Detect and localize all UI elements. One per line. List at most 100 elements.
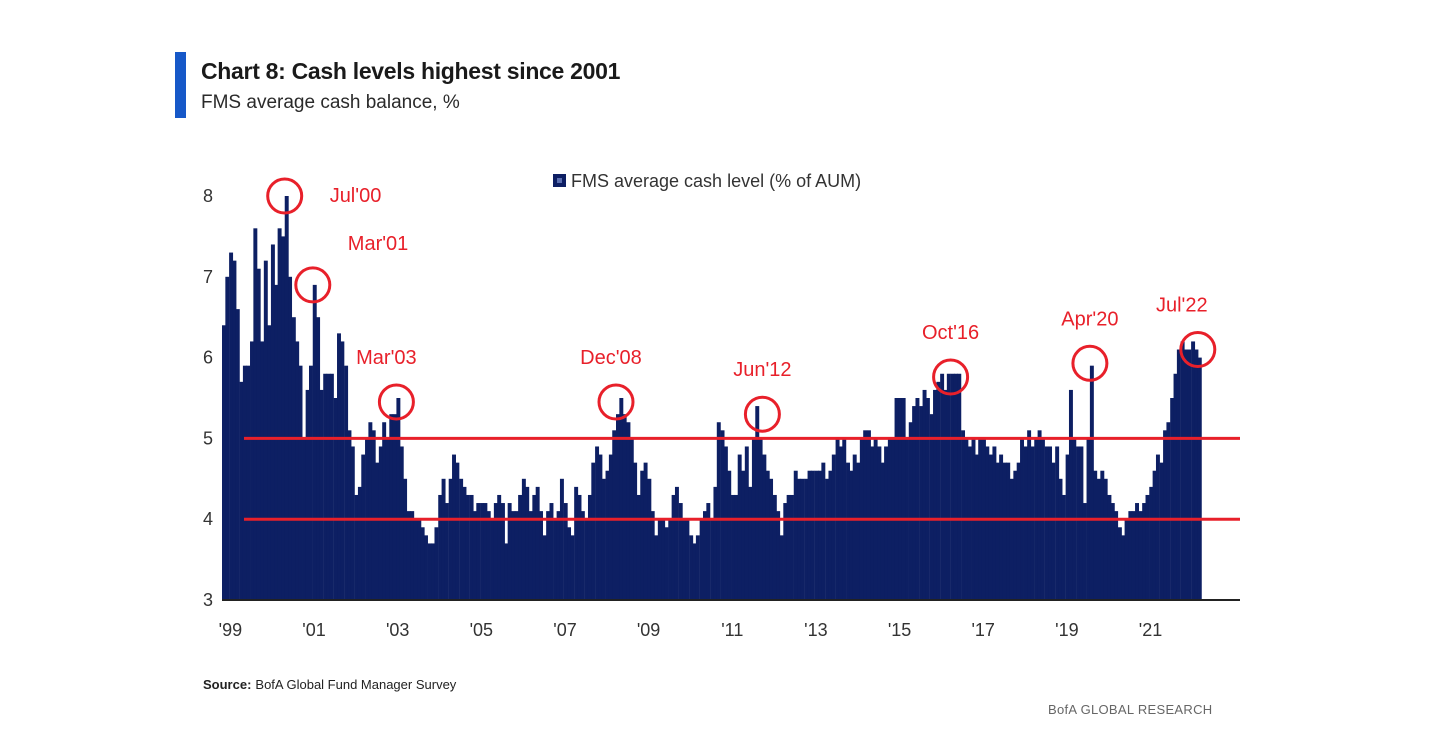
data-bar (1048, 446, 1053, 600)
data-bar (1191, 341, 1196, 600)
data-bar (1166, 422, 1171, 600)
data-bar (528, 511, 533, 600)
data-bar (1159, 462, 1164, 600)
annotation-label: Jul'00 (330, 185, 382, 207)
data-bar (587, 494, 592, 600)
annotation-circle (932, 358, 970, 396)
annotation-label: Mar'01 (348, 233, 409, 255)
data-bar (961, 430, 966, 600)
data-bar (584, 519, 589, 600)
data-bar (504, 543, 509, 600)
data-bar (539, 511, 543, 600)
data-bar (988, 454, 993, 600)
data-bar (727, 470, 732, 600)
data-bar (459, 478, 464, 600)
data-bar (431, 543, 436, 600)
data-bar (1173, 373, 1178, 600)
data-bar (291, 317, 296, 600)
data-bar (720, 430, 725, 600)
x-tick-label: '21 (1139, 620, 1162, 640)
x-tick-label: '15 (888, 620, 911, 640)
data-bar (267, 325, 272, 600)
data-bar (1131, 511, 1136, 600)
data-bar (465, 494, 470, 600)
data-bar (546, 511, 551, 600)
data-bar (647, 478, 652, 600)
data-bar (229, 252, 234, 600)
data-bar (731, 494, 735, 600)
data-bar (828, 470, 833, 600)
data-bar (507, 503, 512, 600)
data-bar (1145, 494, 1150, 600)
data-bar (598, 454, 603, 600)
data-bar (246, 365, 251, 600)
annotation-circle (1071, 344, 1109, 382)
data-bar (940, 373, 945, 600)
y-tick-label: 8 (203, 186, 213, 206)
data-bar (643, 462, 648, 600)
data-bar (856, 462, 861, 600)
data-bar (797, 478, 802, 600)
data-bar (295, 341, 300, 600)
data-bar (337, 333, 341, 600)
data-bar (1103, 478, 1108, 600)
data-bar (535, 486, 540, 600)
data-bar (518, 494, 523, 600)
annotation-circle (1179, 331, 1217, 368)
data-bar (912, 406, 917, 600)
data-bar (357, 486, 362, 600)
data-bar (455, 462, 460, 600)
data-bar (1107, 494, 1112, 600)
data-bar (654, 535, 659, 600)
data-bar (776, 511, 781, 600)
data-bar (1076, 446, 1081, 600)
data-bar (786, 494, 791, 600)
data-bar (1027, 430, 1032, 600)
data-bar (790, 494, 794, 600)
data-bar (678, 503, 683, 600)
x-tick-label: '01 (302, 620, 325, 640)
data-bar (946, 373, 951, 600)
data-bar (849, 470, 854, 600)
axes: 3 4 5 6 7 8 '99 '01 '03 '05 '07 '09 '11 '13 '15 '17 '19 '… (203, 186, 1240, 640)
data-bar (480, 503, 485, 600)
data-bar (1093, 470, 1098, 600)
data-bar (253, 228, 258, 600)
data-bar (580, 511, 585, 600)
data-bar (389, 414, 394, 600)
data-bar (894, 398, 899, 600)
data-bar (305, 389, 310, 600)
data-bar (1163, 430, 1168, 600)
x-tick-label: '99 (219, 620, 242, 640)
data-bar (821, 462, 826, 600)
data-bar (661, 519, 666, 600)
data-bar (309, 365, 313, 600)
data-bar (925, 398, 930, 600)
data-bar (222, 325, 226, 600)
data-bar (511, 511, 516, 600)
source-text: BofA Global Fund Manager Survey (255, 677, 457, 692)
data-bar (333, 398, 338, 600)
data-bar (884, 446, 889, 600)
data-bar (232, 260, 237, 600)
data-bar (312, 284, 317, 600)
data-bar (326, 373, 331, 600)
data-bar (1142, 503, 1147, 600)
data-bar (831, 454, 836, 600)
reference-lines (244, 436, 1240, 521)
data-bar (825, 478, 830, 600)
data-bar (556, 511, 561, 600)
data-bar (235, 309, 240, 600)
data-bar (1065, 454, 1070, 600)
data-bar (493, 503, 498, 600)
annotation-circle (294, 266, 332, 304)
data-bar (908, 422, 913, 600)
data-bar (1037, 430, 1042, 600)
data-bar (716, 422, 721, 600)
data-bar (863, 430, 868, 600)
data-bar (1097, 478, 1101, 600)
data-bar (225, 276, 230, 600)
data-bar (810, 470, 815, 600)
data-bar (1044, 446, 1049, 600)
